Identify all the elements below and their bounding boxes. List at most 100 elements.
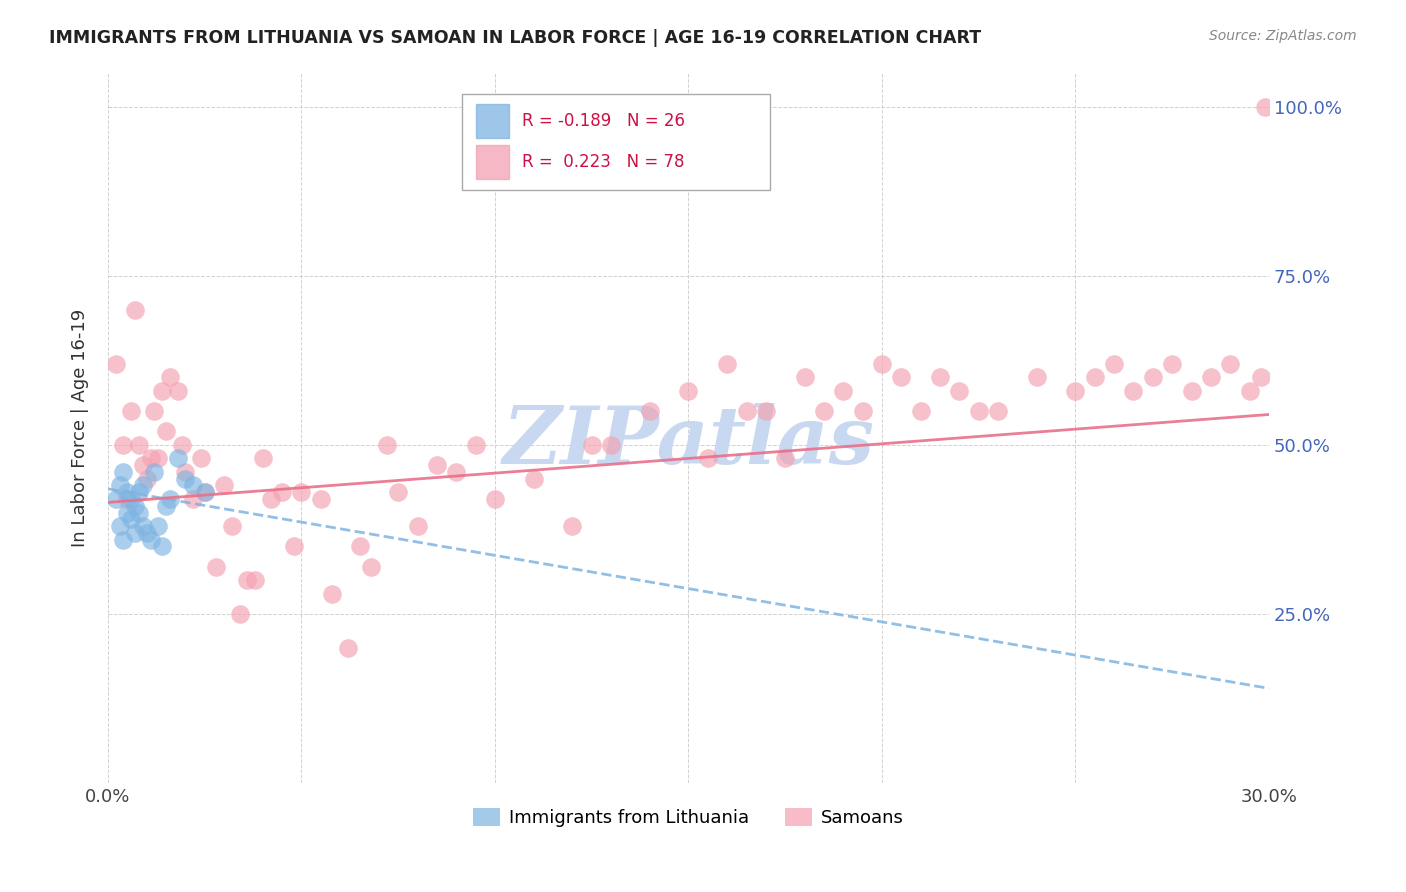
Point <box>205 559 228 574</box>
Point <box>1084 370 1107 384</box>
Point <box>832 384 855 398</box>
Point <box>638 404 661 418</box>
Point <box>336 640 359 655</box>
Text: R =  0.223   N = 78: R = 0.223 N = 78 <box>523 153 685 170</box>
Point <box>174 472 197 486</box>
Point <box>581 438 603 452</box>
Point <box>890 370 912 384</box>
Point <box>128 438 150 452</box>
Point <box>1219 357 1241 371</box>
Point <box>561 519 583 533</box>
Point <box>1122 384 1144 398</box>
Text: Source: ZipAtlas.com: Source: ZipAtlas.com <box>1209 29 1357 43</box>
Point <box>236 573 259 587</box>
Point <box>484 491 506 506</box>
Point <box>212 478 235 492</box>
Point <box>360 559 382 574</box>
Point <box>148 451 170 466</box>
Point <box>128 485 150 500</box>
Point <box>143 404 166 418</box>
Point <box>108 519 131 533</box>
Y-axis label: In Labor Force | Age 16-19: In Labor Force | Age 16-19 <box>72 309 89 547</box>
Point <box>1142 370 1164 384</box>
Point <box>755 404 778 418</box>
Point <box>243 573 266 587</box>
Point <box>387 485 409 500</box>
Point <box>1102 357 1125 371</box>
Point <box>139 533 162 547</box>
Point <box>120 491 142 506</box>
Point <box>929 370 952 384</box>
Point <box>1250 370 1272 384</box>
Point <box>135 472 157 486</box>
Point <box>124 525 146 540</box>
Point <box>117 506 139 520</box>
Point <box>321 587 343 601</box>
Point <box>987 404 1010 418</box>
Text: ZIPatlas: ZIPatlas <box>502 403 875 481</box>
Point <box>309 491 332 506</box>
Point <box>1254 100 1277 114</box>
Point <box>948 384 970 398</box>
Point <box>150 540 173 554</box>
Point <box>112 465 135 479</box>
Point <box>678 384 700 398</box>
Point <box>1199 370 1222 384</box>
Point <box>159 370 181 384</box>
Point <box>696 451 718 466</box>
Point <box>259 491 281 506</box>
Point <box>117 485 139 500</box>
Point <box>120 512 142 526</box>
Point <box>112 438 135 452</box>
Point <box>181 491 204 506</box>
Point <box>252 451 274 466</box>
Point <box>793 370 815 384</box>
Point <box>155 425 177 439</box>
Point <box>132 458 155 473</box>
Bar <box>477 145 509 178</box>
Point <box>117 491 139 506</box>
Text: R = -0.189   N = 26: R = -0.189 N = 26 <box>523 112 686 130</box>
Point <box>290 485 312 500</box>
Point <box>124 499 146 513</box>
Point <box>735 404 758 418</box>
Point <box>852 404 875 418</box>
Point <box>181 478 204 492</box>
Point <box>104 357 127 371</box>
Point <box>128 506 150 520</box>
Point <box>1239 384 1261 398</box>
Legend: Immigrants from Lithuania, Samoans: Immigrants from Lithuania, Samoans <box>465 801 911 834</box>
Point <box>271 485 294 500</box>
Point <box>870 357 893 371</box>
Point <box>600 438 623 452</box>
Point <box>967 404 990 418</box>
FancyBboxPatch shape <box>463 95 769 190</box>
Point <box>446 465 468 479</box>
Point <box>132 478 155 492</box>
Point <box>150 384 173 398</box>
Point <box>349 540 371 554</box>
Point <box>1064 384 1087 398</box>
Point <box>155 499 177 513</box>
Point <box>406 519 429 533</box>
Bar <box>477 104 509 138</box>
Point <box>166 384 188 398</box>
Point <box>194 485 217 500</box>
Text: IMMIGRANTS FROM LITHUANIA VS SAMOAN IN LABOR FORCE | AGE 16-19 CORRELATION CHART: IMMIGRANTS FROM LITHUANIA VS SAMOAN IN L… <box>49 29 981 46</box>
Point <box>120 404 142 418</box>
Point <box>1161 357 1184 371</box>
Point <box>1025 370 1047 384</box>
Point <box>375 438 398 452</box>
Point <box>1180 384 1202 398</box>
Point <box>135 525 157 540</box>
Point <box>132 519 155 533</box>
Point <box>174 465 197 479</box>
Point <box>221 519 243 533</box>
Point <box>159 491 181 506</box>
Point <box>124 302 146 317</box>
Point <box>139 451 162 466</box>
Point <box>190 451 212 466</box>
Point <box>170 438 193 452</box>
Point <box>523 472 546 486</box>
Point <box>143 465 166 479</box>
